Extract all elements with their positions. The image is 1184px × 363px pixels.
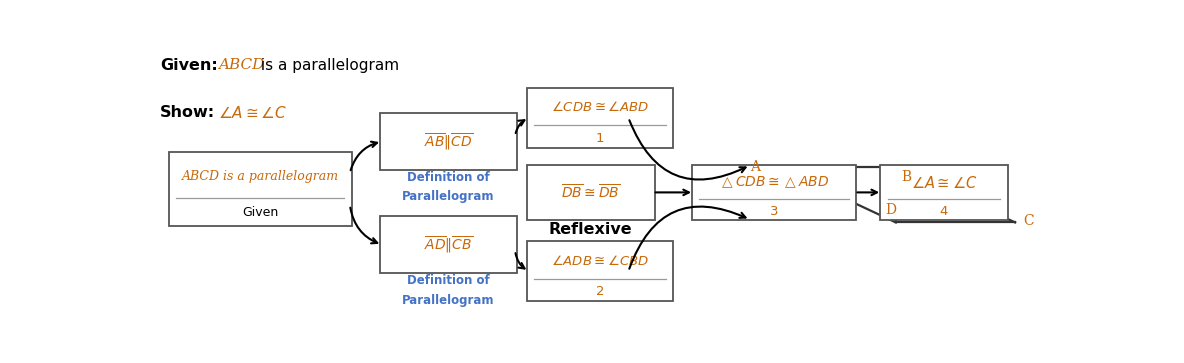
Text: Given: Given [243, 206, 278, 219]
FancyBboxPatch shape [380, 113, 517, 170]
Text: $\overline{AB} \| \overline{CD}$: $\overline{AB} \| \overline{CD}$ [424, 131, 474, 152]
Text: is a parallelogram: is a parallelogram [256, 57, 399, 73]
Text: $\triangle CDB \cong \triangle ABD$: $\triangle CDB \cong \triangle ABD$ [719, 175, 829, 191]
Text: 3: 3 [770, 205, 779, 218]
Text: Reflexive: Reflexive [549, 223, 632, 237]
Text: $\angle CDB\cong\angle ABD$: $\angle CDB\cong\angle ABD$ [551, 100, 649, 114]
FancyBboxPatch shape [527, 164, 655, 220]
Text: $\overline{DB}\cong\overline{DB}$: $\overline{DB}\cong\overline{DB}$ [561, 183, 620, 201]
Text: D: D [886, 203, 896, 217]
Text: ABCD: ABCD [218, 57, 264, 72]
Text: $\overline{AD} \| \overline{CB}$: $\overline{AD} \| \overline{CB}$ [424, 234, 474, 255]
Text: Show:: Show: [160, 105, 215, 120]
FancyBboxPatch shape [527, 241, 673, 301]
Text: $\angle ADB\cong\angle CBD$: $\angle ADB\cong\angle CBD$ [551, 254, 649, 268]
FancyBboxPatch shape [380, 216, 517, 273]
Text: C: C [1023, 215, 1034, 228]
Text: 1: 1 [596, 132, 604, 145]
Text: Definition of: Definition of [407, 274, 490, 287]
Text: $\angle A \cong \angle C$: $\angle A \cong \angle C$ [218, 105, 287, 121]
Text: Parallelogram: Parallelogram [403, 190, 495, 203]
Text: Given:: Given: [160, 57, 218, 73]
Text: ABCD is a parallelogram: ABCD is a parallelogram [182, 170, 339, 183]
Text: Definition of: Definition of [407, 171, 490, 184]
Text: 2: 2 [596, 285, 604, 298]
Text: $\angle A \cong \angle C$: $\angle A \cong \angle C$ [910, 175, 977, 191]
Text: B: B [901, 170, 910, 184]
FancyBboxPatch shape [527, 88, 673, 147]
Text: theorem: theorem [553, 246, 629, 261]
FancyBboxPatch shape [169, 152, 352, 226]
Text: Parallelogram: Parallelogram [403, 294, 495, 307]
Text: A: A [749, 160, 760, 174]
FancyBboxPatch shape [880, 164, 1008, 220]
Text: 4: 4 [940, 205, 948, 218]
FancyBboxPatch shape [693, 164, 856, 220]
